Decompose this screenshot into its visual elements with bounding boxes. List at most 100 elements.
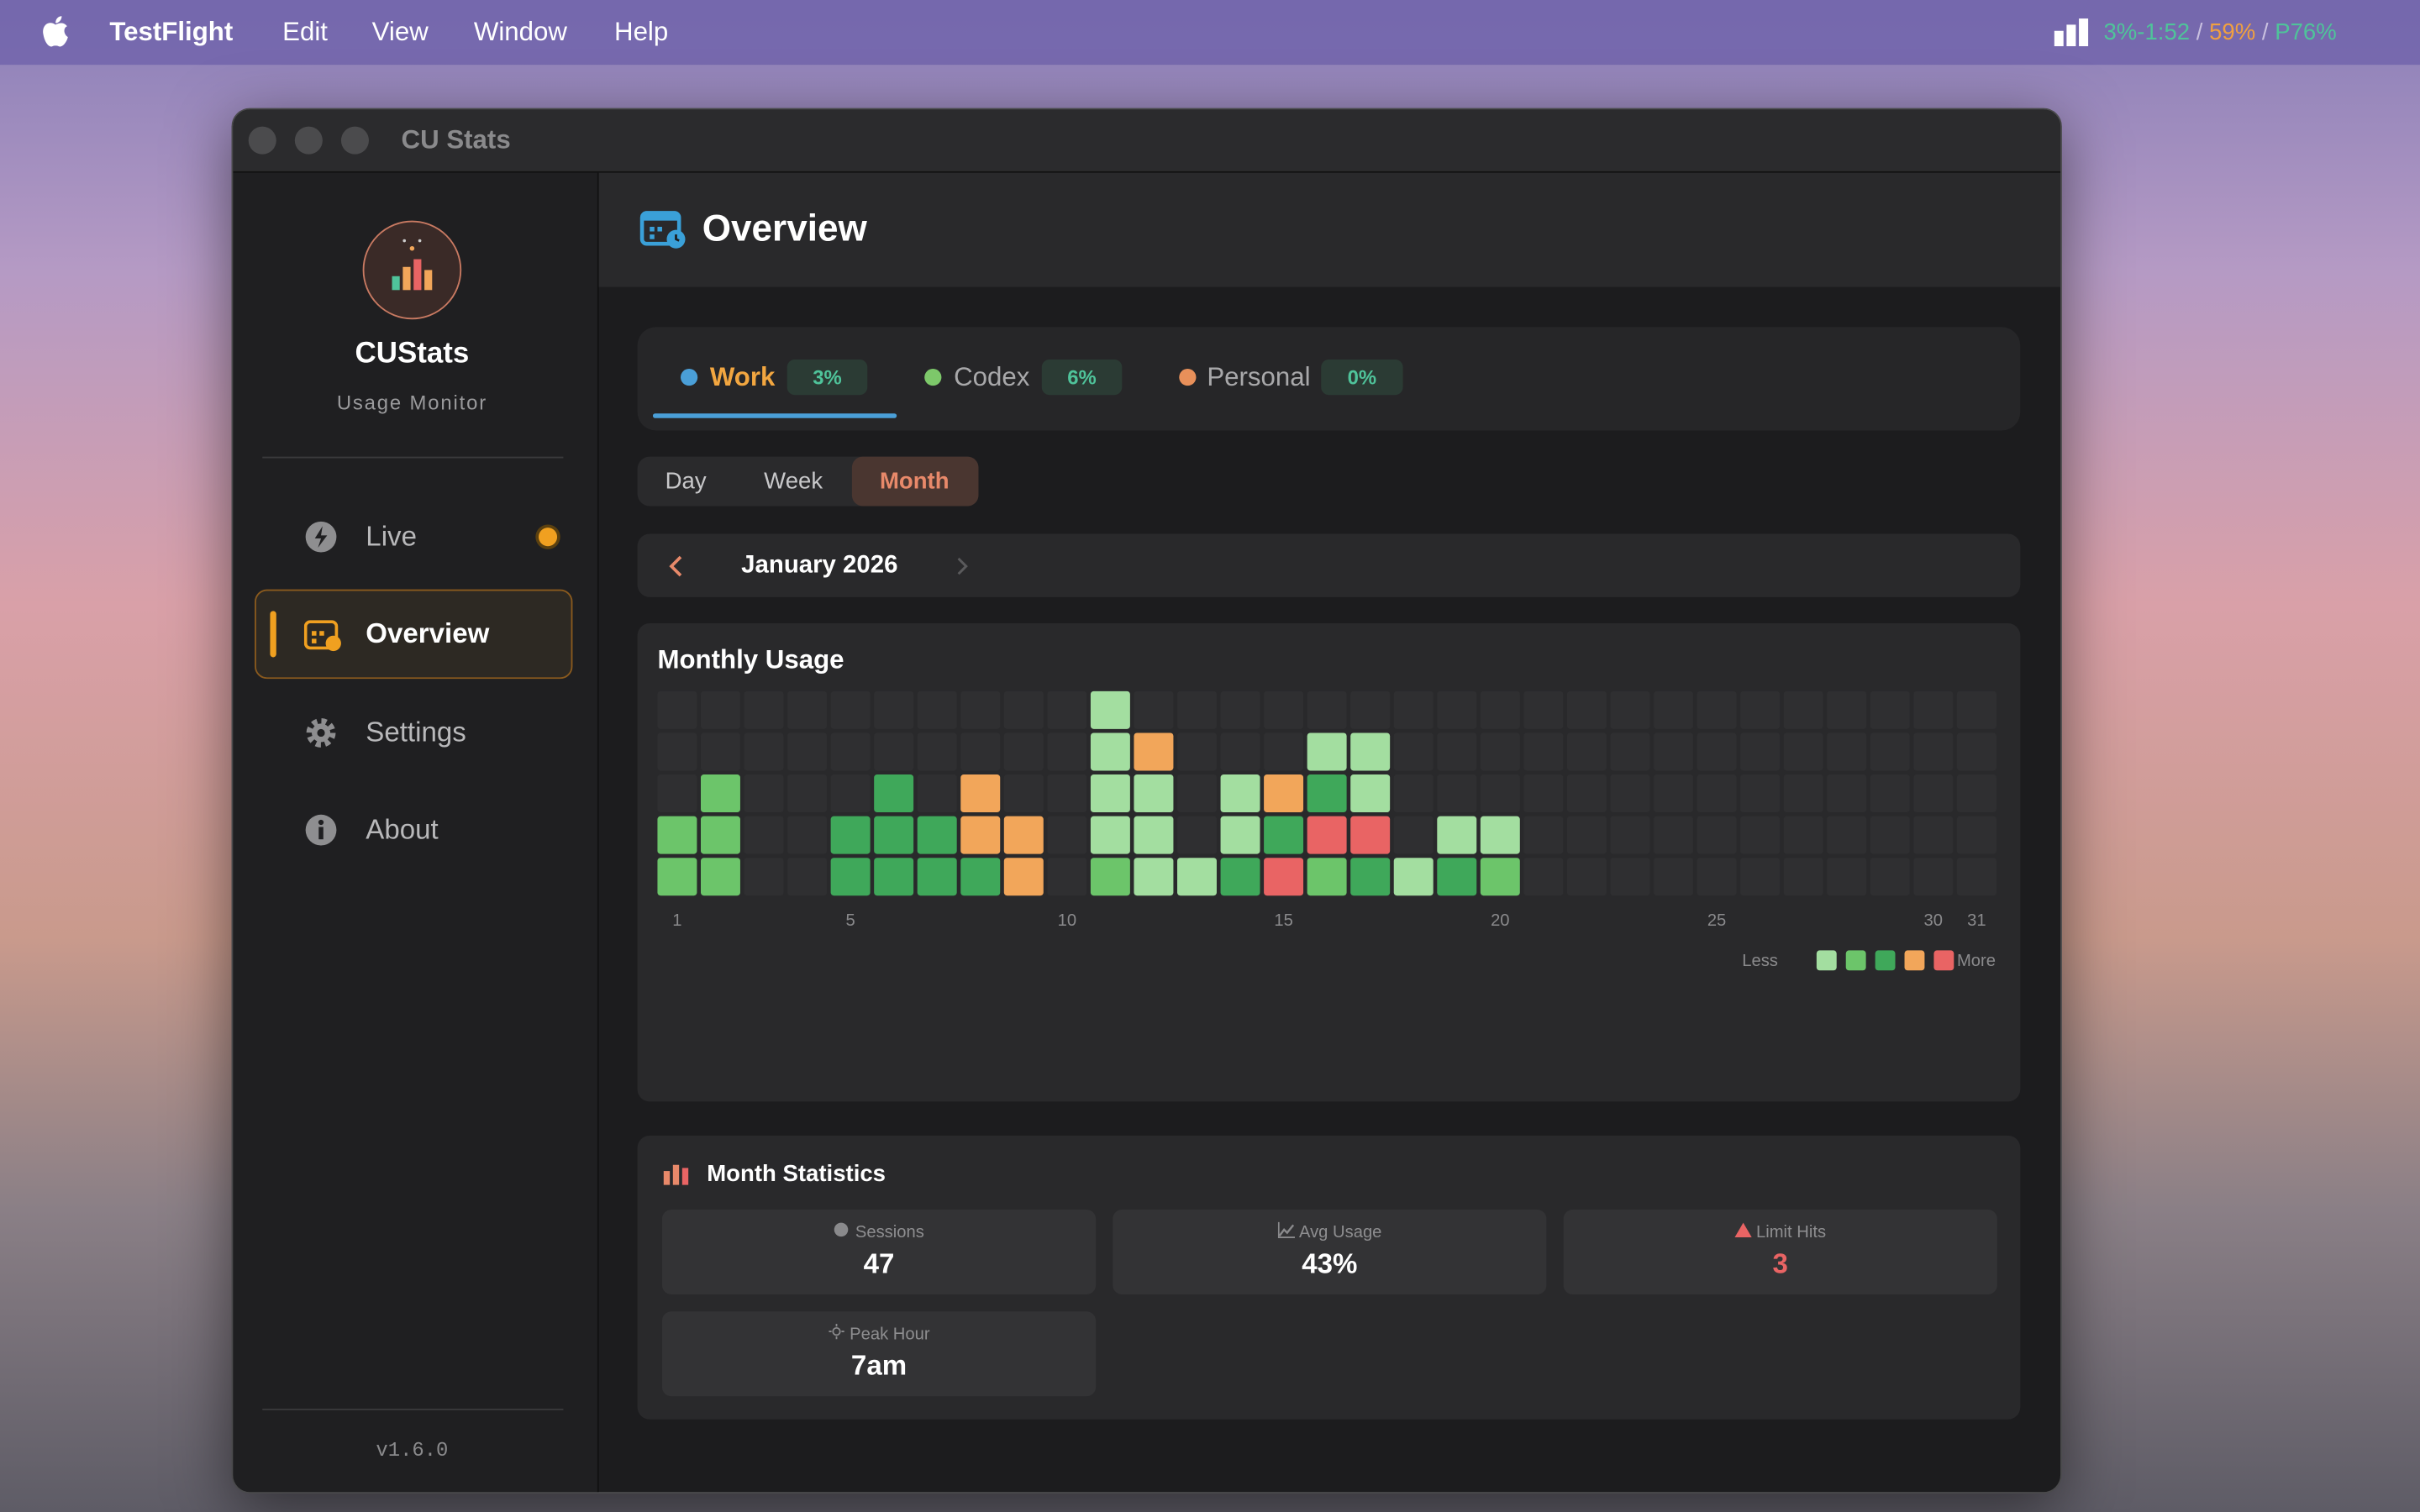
empty-cell xyxy=(657,774,697,813)
empty-cell xyxy=(1047,690,1087,729)
minimize-button[interactable] xyxy=(294,126,323,155)
day-label: 31 xyxy=(1967,911,1986,930)
zoom-button[interactable] xyxy=(340,126,369,155)
empty-cell xyxy=(1003,690,1044,729)
usage-cell xyxy=(830,816,871,854)
usage-cell xyxy=(1393,858,1434,896)
empty-cell xyxy=(917,774,957,813)
usage-cell xyxy=(1264,816,1304,854)
logo-icon xyxy=(392,239,433,291)
month-label: January 2026 xyxy=(741,552,898,579)
period-option[interactable]: Month xyxy=(879,468,950,495)
empty-cell xyxy=(1047,816,1087,854)
empty-cell xyxy=(1740,774,1781,813)
empty-cell xyxy=(1523,816,1564,854)
day-label: 5 xyxy=(845,911,855,930)
stat-tile: Peak Hour 7am xyxy=(661,1311,1097,1397)
empty-cell xyxy=(1177,732,1217,771)
nav-selected[interactable] xyxy=(255,589,573,680)
empty-cell xyxy=(1610,732,1650,771)
empty-cell xyxy=(1480,774,1520,813)
usage-cell xyxy=(917,816,957,854)
tab-name[interactable]: Work xyxy=(709,362,776,392)
header-icon xyxy=(639,211,686,249)
menu-item[interactable]: Window xyxy=(473,17,567,47)
nav-item[interactable]: About xyxy=(366,813,439,845)
empty-cell xyxy=(1610,816,1650,854)
empty-cell xyxy=(917,732,957,771)
usage-cell xyxy=(960,816,1001,854)
nav-item[interactable]: Live xyxy=(366,520,417,552)
tab-dot xyxy=(681,368,698,386)
apple-logo[interactable] xyxy=(40,15,71,49)
usage-cell xyxy=(1264,774,1304,813)
usage-cell xyxy=(1220,774,1260,813)
empty-cell xyxy=(700,732,740,771)
period-option[interactable]: Day xyxy=(665,468,707,495)
close-button[interactable] xyxy=(248,126,276,155)
usage-cell xyxy=(1003,858,1044,896)
tab-name[interactable]: Codex xyxy=(954,362,1030,392)
usage-cell xyxy=(1480,858,1520,896)
tab-badge: 3% xyxy=(786,359,868,396)
usage-cell xyxy=(1437,816,1477,854)
divider xyxy=(262,456,564,459)
empty-cell xyxy=(1393,816,1434,854)
menu-item[interactable]: View xyxy=(371,17,429,47)
empty-cell xyxy=(1740,690,1781,729)
empty-cell xyxy=(1870,732,1910,771)
empty-cell xyxy=(1697,774,1737,813)
prev-month[interactable] xyxy=(666,554,685,578)
empty-cell xyxy=(1870,774,1910,813)
stat-label: Avg Usage xyxy=(1298,1223,1382,1242)
empty-cell xyxy=(1393,774,1434,813)
menu-item[interactable]: Help xyxy=(614,17,669,47)
empty-cell xyxy=(830,690,871,729)
menu-item[interactable]: Edit xyxy=(282,17,328,47)
stat-label: Peak Hour xyxy=(850,1325,930,1344)
menu-app[interactable]: TestFlight xyxy=(109,17,234,47)
day-label: 15 xyxy=(1274,911,1292,930)
usage-cell xyxy=(830,858,871,896)
empty-cell xyxy=(787,732,828,771)
overview-icon xyxy=(303,620,341,652)
nav-item[interactable]: Settings xyxy=(366,717,466,748)
usage-cell xyxy=(1437,858,1477,896)
empty-cell xyxy=(1956,690,1996,729)
empty-cell xyxy=(1827,690,1867,729)
day-label: 1 xyxy=(672,911,681,930)
empty-cell xyxy=(1480,732,1520,771)
status-session: 3%-1:52 xyxy=(2103,18,2191,46)
empty-cell xyxy=(1654,690,1693,729)
empty-cell xyxy=(1913,858,1954,896)
next-month[interactable] xyxy=(954,555,972,577)
stat-label-row: Peak Hour xyxy=(662,1323,1096,1344)
empty-cell xyxy=(1393,690,1434,729)
stat-label: Limit Hits xyxy=(1755,1223,1827,1242)
stat-icon xyxy=(828,1323,844,1340)
empty-cell xyxy=(1913,774,1954,813)
empty-cell xyxy=(1956,858,1996,896)
nav-item[interactable]: Overview xyxy=(366,617,490,649)
status-text[interactable]: 3%-1:52 / 59% / P76% xyxy=(2103,19,2336,45)
usage-cell xyxy=(700,774,740,813)
live-icon xyxy=(305,521,337,553)
stat-tile: Avg Usage 43% xyxy=(1113,1210,1547,1295)
empty-cell xyxy=(1220,690,1260,729)
tab-name[interactable]: Personal xyxy=(1207,362,1311,392)
month-nav xyxy=(637,533,2021,597)
usage-cell xyxy=(1134,774,1174,813)
empty-cell xyxy=(1437,690,1477,729)
empty-cell xyxy=(874,732,914,771)
heatmap-title: Monthly Usage xyxy=(657,644,844,675)
status-icon[interactable] xyxy=(2054,18,2091,47)
stat-value: 43% xyxy=(1302,1247,1358,1279)
usage-cell xyxy=(1307,816,1347,854)
period-option[interactable]: Week xyxy=(764,468,823,495)
about-icon xyxy=(305,814,337,846)
tab-dot xyxy=(924,368,942,386)
empty-cell xyxy=(874,690,914,729)
status-sep: / xyxy=(2261,18,2269,46)
app-subtitle: Usage Monitor xyxy=(336,391,487,415)
